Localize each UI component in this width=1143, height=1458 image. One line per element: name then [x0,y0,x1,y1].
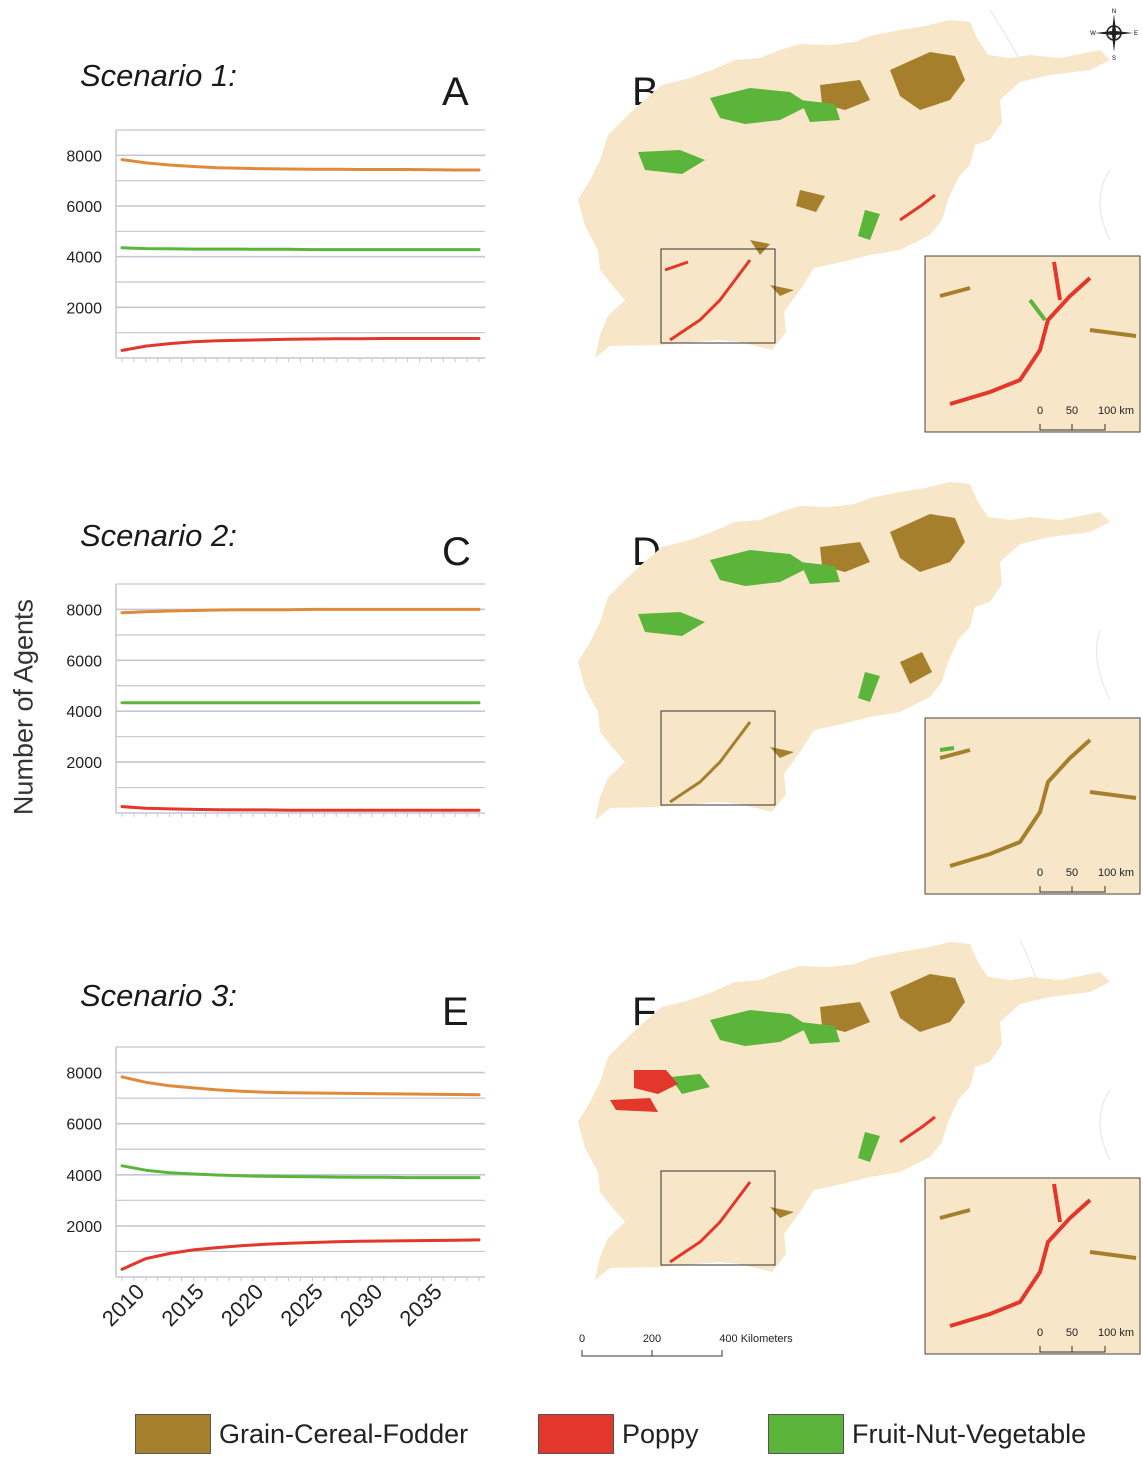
series-line-poppy [120,805,481,812]
compass-n: N [1112,9,1116,15]
map-d: 0 50 100 km [578,482,1141,895]
compass-w: W [1090,31,1096,37]
map-d-inset-scale: 0 50 100 km [1037,867,1134,893]
map-b-inset-scale: 0 50 100 km [1037,405,1134,431]
map-b-fruit [638,88,880,240]
panel-letter-c: C [442,530,471,574]
map-b-poppy [664,193,936,342]
scenario-1-title: Scenario 1: [80,58,237,93]
main-scale-200: 200 [643,1333,661,1345]
x-tick-label: 2030 [335,1279,387,1331]
legend-swatch-poppy [538,1414,614,1454]
legend-item-grain: Grain-Cereal-Fodder [135,1414,468,1454]
line-charts: 8000 6000 4000 2000 8000 6000 4000 2000 8000 60… [66,129,485,1331]
map-b-inset-crops [939,261,1137,406]
y-tick-label: 6000 [66,653,102,670]
chart-scenario-3: 8000 6000 4000 2000 2010 2015 2020 2025 2030 2035 [66,1046,485,1331]
map-d-inset-crops [939,738,1137,868]
y-tick-label: 8000 [66,1066,102,1083]
map-f-scale-50: 50 [1066,1327,1078,1339]
map-d-grain [770,514,965,758]
compass-e: E [1134,31,1138,37]
y-tick-label: 2000 [66,1219,102,1236]
map-f-scale-100: 100 km [1098,1327,1134,1339]
map-f-inset-crops [939,1183,1137,1328]
legend-label-grain: Grain-Cereal-Fodder [219,1418,469,1449]
y-tick-label: 4000 [66,1168,102,1185]
map-f-inset-frame [660,1170,776,1266]
map-f-grain [770,974,965,1218]
map-b-grain [750,52,965,296]
scenario-2-title: Scenario 2: [80,518,237,553]
x-tick-label: 2015 [157,1279,209,1331]
series-line-grain [120,1075,481,1097]
series-line-poppy [120,1238,481,1271]
compass-s: S [1112,56,1116,62]
y-tick-label: 6000 [66,1117,102,1134]
legend-swatch-grain [135,1414,211,1454]
y-tick-label: 4000 [66,250,102,267]
map-d-fruit [638,550,880,702]
map-f-fruit [670,1010,880,1162]
series-line-fruit [120,1164,481,1180]
compass-rose: N S E W [1090,9,1138,62]
series-line-fruit [120,246,481,252]
y-tick-label: 2000 [66,755,102,772]
main-scale-400: 400 Kilometers [719,1333,793,1345]
scenario-3-title: Scenario 3: [80,978,237,1013]
map-d-scale-50: 50 [1066,867,1078,879]
map-b-scale-0: 0 [1037,405,1043,417]
legend-label-fruit: Fruit-Nut-Vegetable [852,1418,1087,1449]
map-b-scale-50: 50 [1066,405,1078,417]
map-d-inset-frame [660,710,776,806]
legend-label-poppy: Poppy [622,1418,699,1449]
x-tick-label: 2020 [216,1279,268,1331]
panel-letter-a: A [442,70,469,114]
x-tick-label: 2010 [97,1279,149,1331]
x-tick-label: 2035 [395,1279,447,1331]
y-tick-label: 8000 [66,602,102,619]
map-d-lines [669,721,752,804]
chart-scenario-1: 8000 6000 4000 2000 [66,129,485,362]
map-f-poppy-lines [669,1115,936,1264]
series-line-grain [120,607,481,615]
main-scale-0: 0 [579,1333,585,1345]
maps: 0 50 100 km [578,9,1141,1357]
map-f-inset-scale: 0 50 100 km [1037,1327,1134,1353]
main-scale-bar: 0 200 400 Kilometers [579,1333,793,1357]
legend-swatch-fruit [768,1414,844,1454]
map-f-scale-0: 0 [1037,1327,1043,1339]
y-tick-label: 6000 [66,199,102,216]
x-tick-label: 2025 [276,1279,328,1331]
map-b-inset-frame [660,248,776,344]
map-b-scale-100: 100 km [1098,405,1134,417]
chart-scenario-2: 8000 6000 4000 2000 [66,583,485,817]
panel-letter-e: E [442,990,469,1034]
compass-needle [1095,14,1133,52]
series-line-grain [120,158,481,172]
y-tick-label: 2000 [66,300,102,317]
map-f-poppy [610,1070,678,1112]
neighbor-borders [989,9,1111,1161]
map-d-scale-0: 0 [1037,867,1043,879]
legend-item-poppy: Poppy [538,1414,699,1454]
map-b: 0 50 100 km [578,20,1141,433]
y-tick-label: 4000 [66,704,102,721]
legend-item-fruit: Fruit-Nut-Vegetable [768,1414,1086,1454]
map-d-scale-100: 100 km [1098,867,1134,879]
series-line-poppy [120,337,481,352]
map-f: 0 50 100 km [578,942,1141,1355]
y-tick-label: 8000 [66,148,102,165]
